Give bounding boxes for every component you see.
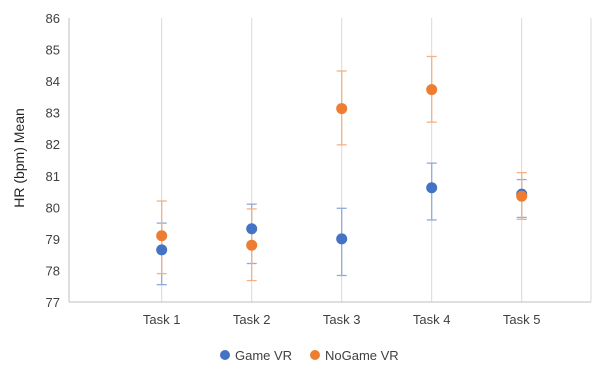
y-axis-ticks: 77 78 79 80 81 82 83 84 85 86 [46,11,60,310]
y-tick-label: 78 [46,263,60,278]
y-tick-label: 79 [46,232,60,247]
y-tick-label: 84 [46,74,60,89]
x-axis-ticks: Task 1 Task 2 Task 3 Task 4 Task 5 [143,312,541,327]
y-tick-label: 85 [46,43,60,58]
y-tick-label: 83 [46,106,60,121]
data-point-nogame-vr [156,230,168,242]
y-tick-label: 80 [46,200,60,215]
x-tick-label: Task 5 [503,312,541,327]
y-tick-label: 82 [46,137,60,152]
y-tick-label: 86 [46,11,60,26]
legend: Game VR NoGame VR [220,348,399,363]
legend-label: Game VR [235,348,292,363]
data-point-game-vr [156,244,168,256]
gridlines [68,18,592,303]
data-point-game-vr [246,223,258,235]
data-point-nogame-vr [336,103,348,115]
data-points [156,84,528,256]
y-axis-title: HR (bpm) Mean [11,108,27,208]
y-tick-label: 77 [46,295,60,310]
data-point-game-vr [336,233,348,245]
legend-label: NoGame VR [325,348,399,363]
x-tick-label: Task 3 [323,312,361,327]
data-point-game-vr [426,182,438,194]
x-tick-label: Task 4 [413,312,451,327]
legend-marker [220,350,230,360]
x-tick-label: Task 1 [143,312,181,327]
data-point-nogame-vr [516,190,528,202]
data-point-nogame-vr [426,84,438,96]
x-tick-label: Task 2 [233,312,271,327]
y-tick-label: 81 [46,169,60,184]
legend-marker [310,350,320,360]
data-point-nogame-vr [246,239,258,251]
